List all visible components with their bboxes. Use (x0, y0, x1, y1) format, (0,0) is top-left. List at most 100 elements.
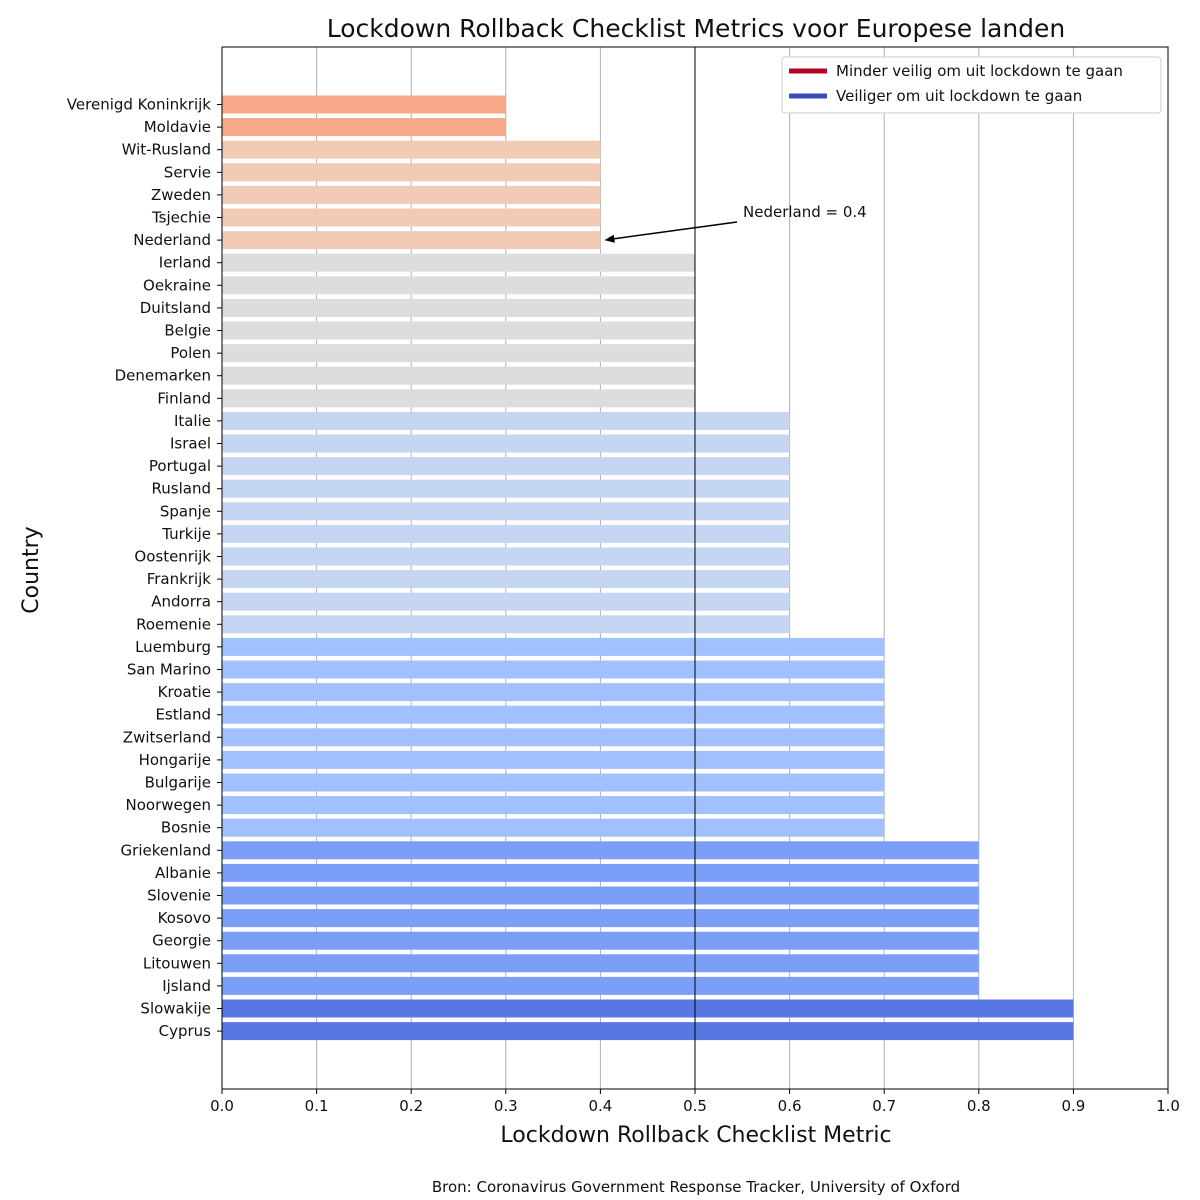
bar (222, 479, 790, 498)
bar (222, 705, 885, 724)
bar (222, 457, 790, 476)
x-tick-label: 0.9 (1061, 1097, 1085, 1115)
y-tick-label: Nederland (133, 231, 211, 249)
bar (222, 163, 601, 182)
y-tick-label: Andorra (151, 593, 211, 611)
x-tick-label: 1.0 (1156, 1097, 1180, 1115)
bar (222, 547, 790, 566)
bar (222, 592, 790, 611)
y-tick-label: Spanje (160, 502, 211, 520)
legend-box (781, 56, 1162, 114)
y-tick-label: Luemburg (135, 638, 211, 656)
y-tick-label: Moldavie (144, 118, 211, 136)
y-tick-label: Georgie (152, 932, 211, 950)
bar (222, 773, 885, 792)
y-tick-label: Griekenland (121, 841, 211, 859)
y-tick-label: Bulgarije (145, 774, 211, 792)
bar (222, 298, 695, 317)
bar (222, 954, 979, 973)
y-tick-label: Oekraine (143, 276, 211, 294)
x-axis-label: Lockdown Rollback Checklist Metric (500, 1123, 891, 1148)
y-tick-label: Zweden (151, 186, 211, 204)
bar (222, 909, 979, 928)
y-tick-label: Polen (170, 344, 211, 362)
bar (222, 524, 790, 543)
bar (222, 728, 885, 747)
x-tick-label: 0.7 (872, 1097, 896, 1115)
x-tick-label: 0.0 (210, 1097, 234, 1115)
legend-label-less-safe: Minder veilig om uit lockdown te gaan (836, 62, 1123, 80)
y-tick-label: Tsjechie (151, 209, 211, 227)
legend: Minder veilig om uit lockdown te gaan Ve… (781, 56, 1162, 114)
bar (222, 185, 601, 204)
annotation-text: Nederland = 0.4 (743, 203, 867, 221)
y-tick-label: Kosovo (158, 909, 211, 927)
y-tick-label: Ierland (159, 254, 211, 272)
y-tick-label: Bosnie (161, 819, 211, 837)
y-axis-labels: Verenigd Koninkrijk Moldavie Wit-Rusland Se… (67, 96, 222, 1040)
y-tick-label: Litouwen (143, 954, 211, 972)
y-tick-label: Servie (164, 163, 211, 181)
annotation-arrowhead (604, 234, 615, 243)
x-tick-label: 0.4 (588, 1097, 612, 1115)
y-tick-label: Turkije (161, 525, 211, 543)
y-tick-label: San Marino (127, 661, 211, 679)
x-tick-label: 0.6 (778, 1097, 802, 1115)
x-tick-label: 0.1 (305, 1097, 329, 1115)
bar (222, 321, 695, 340)
y-tick-label: Estland (155, 706, 211, 724)
y-tick-label: Verenigd Koninkrijk (67, 96, 212, 114)
y-tick-label: Ijsland (162, 977, 211, 995)
y-tick-label: Belgie (164, 322, 211, 340)
bar (222, 886, 979, 905)
bar (222, 660, 885, 679)
y-tick-label: Duitsland (140, 299, 211, 317)
y-tick-label: Frankrijk (147, 570, 212, 588)
bar (222, 366, 695, 385)
bar (222, 637, 885, 656)
y-tick-label: Kroatie (158, 683, 211, 701)
bar (222, 253, 695, 272)
y-tick-label: Israel (170, 435, 211, 453)
bar (222, 841, 979, 860)
bar (222, 118, 506, 137)
bar (222, 344, 695, 363)
bar (222, 95, 506, 114)
x-tick-label: 0.5 (683, 1097, 707, 1115)
bar (222, 615, 790, 634)
y-tick-label: Italie (174, 412, 211, 430)
bar (222, 796, 885, 815)
x-tick-label: 0.8 (967, 1097, 991, 1115)
y-tick-label: Roemenie (136, 615, 211, 633)
bar (222, 276, 695, 295)
y-tick-label: Hongarije (139, 751, 211, 769)
bar (222, 434, 790, 453)
y-tick-label: Oostenrijk (134, 548, 211, 566)
bar (222, 502, 790, 521)
bar (222, 683, 885, 702)
x-axis-ticks: 0.0 0.1 0.2 0.3 0.4 0.5 0.6 0.7 0.8 0.9 1.0 (210, 1089, 1180, 1115)
y-tick-label: Rusland (152, 480, 211, 498)
y-tick-label: Slovenie (147, 887, 211, 905)
y-tick-label: Slowakije (140, 1000, 211, 1018)
bar (222, 208, 601, 227)
y-tick-label: Cyprus (159, 1022, 212, 1040)
legend-label-safer: Veiliger om uit lockdown te gaan (836, 87, 1082, 105)
y-tick-label: Albanie (155, 864, 211, 882)
bar (222, 1022, 1074, 1041)
y-tick-label: Noorwegen (126, 796, 212, 814)
bar (222, 818, 885, 837)
bar (222, 411, 790, 430)
y-tick-label: Zwitserland (123, 728, 211, 746)
y-tick-label: Denemarken (115, 367, 211, 385)
bar (222, 931, 979, 950)
bar (222, 389, 695, 408)
bar (222, 570, 790, 589)
y-tick-label: Wit-Rusland (122, 141, 211, 159)
bars (222, 95, 1074, 1041)
bar (222, 231, 601, 250)
x-tick-label: 0.3 (494, 1097, 518, 1115)
bar (222, 863, 979, 882)
y-axis-label: Country (19, 526, 44, 613)
